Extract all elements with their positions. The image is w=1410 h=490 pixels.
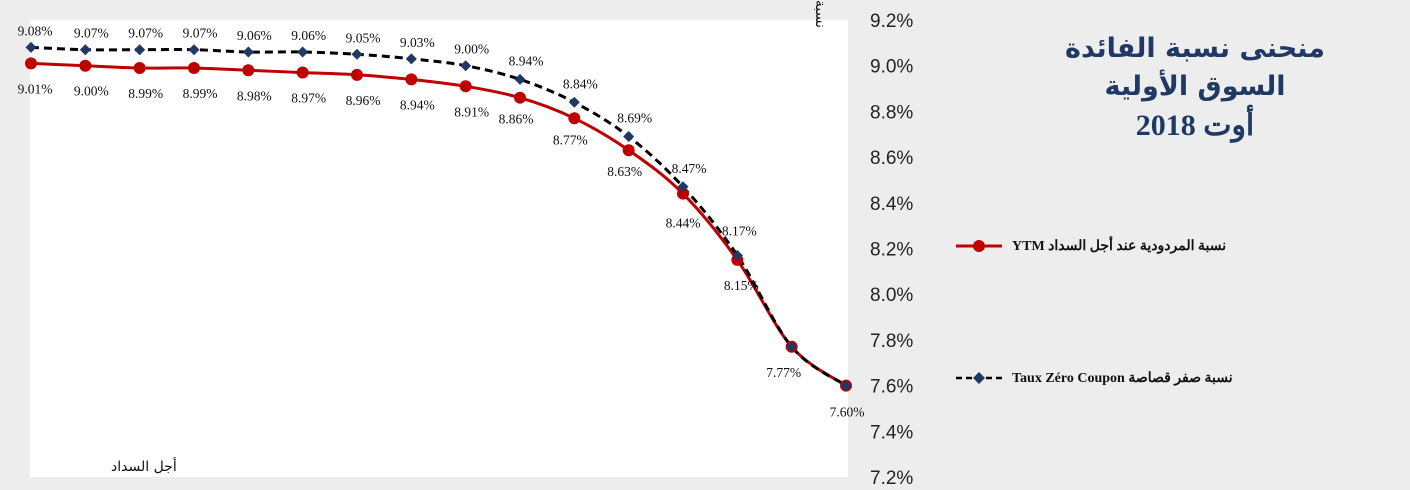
ytm-point [622,144,635,157]
zero-coupon-point [731,249,743,261]
ytm-point [351,68,363,81]
zero-coupon-point [460,60,472,72]
y-tick-label: 9.2% [870,11,913,32]
ytm-point [242,64,255,77]
y-tick-label: 7.8% [870,331,913,352]
zero-coupon-point [134,44,146,56]
zero-coupon-point [840,380,852,392]
legend-zero-coupon-swatch [956,372,1002,384]
ytm-point [25,57,37,70]
ytm-point [405,73,418,86]
ytm-data-label: 7.60% [830,405,865,420]
ytm-point [459,80,472,93]
chart-title-line-1: منحنى نسبة الفائدة [1065,33,1325,64]
ytm-data-label: 8.44% [666,216,701,231]
ytm-data-label: 7.77% [766,365,801,380]
ytm-data-label: 8.86% [499,112,534,127]
ytm-data-label: 8.99% [128,86,163,101]
legend-item-zero-coupon: نسبة صفر قصاصة Taux Zéro Coupon [954,369,1233,387]
legend-ytm-swatch [956,240,1002,252]
zero-coupon-point [242,46,254,58]
ytm-data-label: 8.63% [607,164,642,179]
zero-coupon-data-label: 9.06% [237,28,272,43]
zero-coupon-data-label: 9.03% [400,35,435,50]
zero-coupon-point [297,46,309,58]
ytm-data-label: 8.99% [183,86,218,101]
zero-coupon-data-label: 9.06% [291,28,326,43]
chart-title-line-3: أوت 2018 [1135,109,1255,142]
chart-title-line-2: السوق الأولية [1104,71,1286,102]
y-tick-label: 8.8% [870,102,913,123]
ytm-data-label: 8.94% [400,97,435,112]
x-axis-title: أجل السداد [111,457,177,475]
legend-ytm-label: نسبة المردودية عند أجل السداد YTM [1012,238,1227,254]
y-tick-label: 8.4% [870,194,913,215]
chart-title: منحنى نسبة الفائدة السوق الأولية أوت 201… [1030,30,1360,146]
legend-zero-coupon-label: نسبة صفر قصاصة Taux Zéro Coupon [1012,370,1233,386]
ytm-data-label: 8.96% [346,93,381,108]
zero-coupon-point [25,41,37,53]
zero-coupon-point [786,341,798,353]
zero-coupon-data-label: 9.05% [346,30,381,45]
zero-coupon-data-label: 9.07% [74,26,109,41]
ytm-point [79,59,92,72]
zero-coupon-point [677,181,689,193]
zero-coupon-data-label: 8.47% [672,161,707,176]
y-tick-label: 7.2% [870,468,913,489]
ytm-point [188,61,200,74]
zero-coupon-point [514,73,526,85]
zero-coupon-point [351,48,363,60]
y-tick-label: 7.4% [870,422,913,443]
legend-item-ytm: نسبة المردودية عند أجل السداد YTM [954,237,1226,255]
zero-coupon-data-label: 8.17% [722,223,757,238]
plot-area [30,20,848,477]
zero-coupon-point [568,96,580,108]
y-tick-label: 8.6% [870,148,913,169]
ytm-data-label: 9.01% [18,81,53,96]
zero-coupon-point [188,44,200,56]
zero-coupon-point [405,53,417,65]
zero-coupon-data-label: 8.84% [563,76,598,91]
y-tick-label: 8.0% [870,285,913,306]
zero-coupon-data-label: 9.07% [128,26,163,41]
ytm-data-label: 8.91% [454,104,489,119]
ytm-point [514,91,526,104]
ytm-data-label: 8.98% [237,88,272,103]
ytm-data-label: 8.97% [291,91,326,106]
ytm-point [296,66,309,79]
ytm-data-label: 9.00% [74,84,109,99]
y-tick-label: 8.2% [870,240,913,261]
zero-coupon-point [79,44,91,56]
ytm-point [677,187,689,200]
y-axis-title: نسبة المردودية [812,0,828,28]
ytm-point [133,61,146,74]
zero-coupon-data-label: 9.00% [454,42,489,57]
y-tick-label: 7.6% [870,377,913,398]
zero-coupon-data-label: 9.08% [18,23,53,38]
y-tick-label: 9.0% [870,57,913,78]
zero-coupon-data-label: 8.94% [509,53,544,68]
zero-coupon-data-label: 8.69% [617,111,652,126]
zero-coupon-data-label: 9.07% [183,26,218,41]
zero-coupon-point [623,131,635,143]
ytm-data-label: 8.15% [724,278,759,293]
ytm-point [568,112,581,125]
ytm-data-label: 8.77% [553,132,588,147]
